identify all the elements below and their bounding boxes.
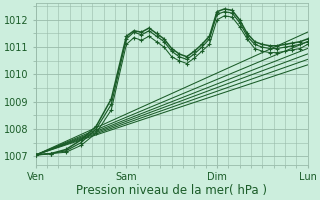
X-axis label: Pression niveau de la mer( hPa ): Pression niveau de la mer( hPa ): [76, 184, 267, 197]
